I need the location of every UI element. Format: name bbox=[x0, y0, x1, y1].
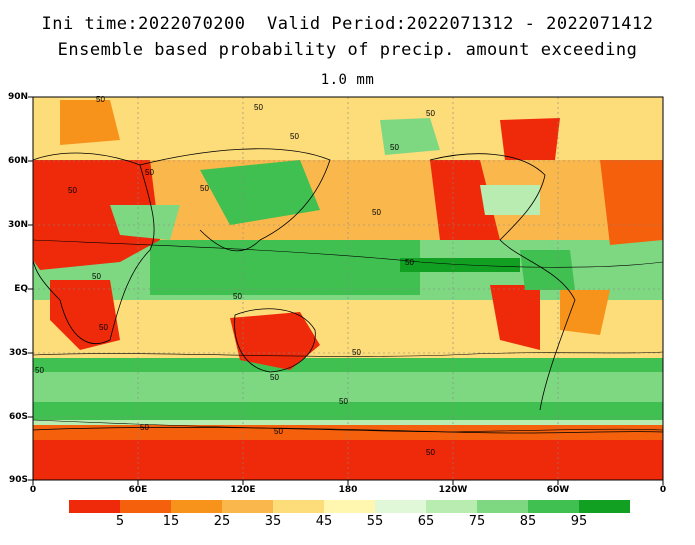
north-pacific-wet bbox=[380, 118, 440, 155]
contour-50 bbox=[33, 239, 663, 433]
europe-dry bbox=[60, 100, 120, 145]
north-atlantic-dry bbox=[600, 160, 663, 245]
contour-label: 50 bbox=[339, 397, 348, 406]
contour-label: 50 bbox=[35, 366, 44, 375]
colorbar-label: 45 bbox=[315, 514, 333, 529]
lat-label-eq: EQ bbox=[14, 284, 28, 294]
contour-label: 50 bbox=[405, 258, 414, 267]
colorbar-label: 65 bbox=[417, 514, 435, 529]
lat-label-60n: 60N bbox=[7, 156, 28, 166]
colorbar-segment bbox=[426, 500, 477, 513]
colorbar-label: 15 bbox=[162, 514, 180, 529]
threshold-label: 1.0 mm bbox=[320, 72, 375, 88]
contour-label: 50 bbox=[68, 186, 77, 195]
contour-label: 50 bbox=[233, 292, 242, 301]
colorbar-segment bbox=[375, 500, 426, 513]
colorbar bbox=[69, 500, 630, 513]
title-line-2: Ensemble based probability of precip. am… bbox=[57, 40, 638, 60]
contour-label: 50 bbox=[270, 373, 279, 382]
contour-label: 50 bbox=[99, 323, 108, 332]
contour-labels: 50 50 50 50 50 50 50 50 50 50 50 50 50 5… bbox=[35, 95, 435, 457]
colorbar-segment bbox=[120, 500, 171, 513]
itcz-east-pacific bbox=[400, 258, 520, 272]
contour-label: 50 bbox=[426, 448, 435, 457]
lat-label-30s: 30S bbox=[8, 348, 28, 358]
lon-label-180: 180 bbox=[338, 485, 358, 495]
north-america-moist bbox=[480, 185, 540, 215]
lon-label-60w: 60W bbox=[546, 485, 570, 495]
sahara-arabia-dry bbox=[33, 160, 160, 270]
contour-label: 50 bbox=[92, 272, 101, 281]
se-pacific-dry bbox=[490, 285, 540, 350]
canada-dry bbox=[500, 118, 560, 160]
south-atlantic-dry bbox=[560, 290, 610, 335]
contour-label: 50 bbox=[274, 427, 283, 436]
colorbar-label: 5 bbox=[115, 514, 125, 529]
colorbar-segment bbox=[477, 500, 528, 513]
amazon-wet bbox=[520, 250, 575, 290]
colorbar-label: 75 bbox=[468, 514, 486, 529]
contour-label: 50 bbox=[352, 348, 361, 357]
contour-label: 50 bbox=[96, 95, 105, 104]
lon-label-0: 0 bbox=[29, 485, 37, 495]
contour-label: 50 bbox=[200, 184, 209, 193]
contour-label: 50 bbox=[372, 208, 381, 217]
colorbar-segment bbox=[324, 500, 375, 513]
colorbar-label: 25 bbox=[213, 514, 231, 529]
contour-label: 50 bbox=[140, 423, 149, 432]
lat-label-90s: 90S bbox=[8, 475, 28, 485]
colorbar-segment bbox=[273, 500, 324, 513]
lat-label-90n: 90N bbox=[7, 92, 28, 102]
colorbar-segment bbox=[528, 500, 579, 513]
colorbar-segment bbox=[222, 500, 273, 513]
lat-label-30n: 30N bbox=[7, 220, 28, 230]
contour-label: 50 bbox=[145, 168, 154, 177]
colorbar-segment bbox=[69, 500, 120, 513]
contour-label: 50 bbox=[254, 103, 263, 112]
east-asia-wet bbox=[200, 160, 320, 225]
lat-label-60s: 60S bbox=[8, 412, 28, 422]
colorbar-segment bbox=[579, 500, 630, 513]
colorbar-label: 35 bbox=[264, 514, 282, 529]
lon-label-60e: 60E bbox=[128, 485, 148, 495]
coastlines bbox=[33, 148, 663, 434]
southern-africa-dry bbox=[50, 280, 120, 350]
lon-label-0-east: 0 bbox=[659, 485, 667, 495]
colorbar-label: 85 bbox=[519, 514, 537, 529]
colorbar-segment bbox=[171, 500, 222, 513]
contour-label: 50 bbox=[426, 109, 435, 118]
title-line-1: Ini time:2022070200 Valid Period:2022071… bbox=[41, 14, 654, 34]
contour-label: 50 bbox=[390, 143, 399, 152]
colorbar-label: 95 bbox=[570, 514, 588, 529]
contour-label: 50 bbox=[290, 132, 299, 141]
ne-pacific-dry bbox=[430, 160, 500, 240]
india-wet bbox=[110, 205, 180, 240]
lon-label-120w: 120W bbox=[438, 485, 468, 495]
lon-label-120e: 120E bbox=[230, 485, 256, 495]
axis-ticks bbox=[28, 96, 664, 485]
colorbar-label: 55 bbox=[366, 514, 384, 529]
